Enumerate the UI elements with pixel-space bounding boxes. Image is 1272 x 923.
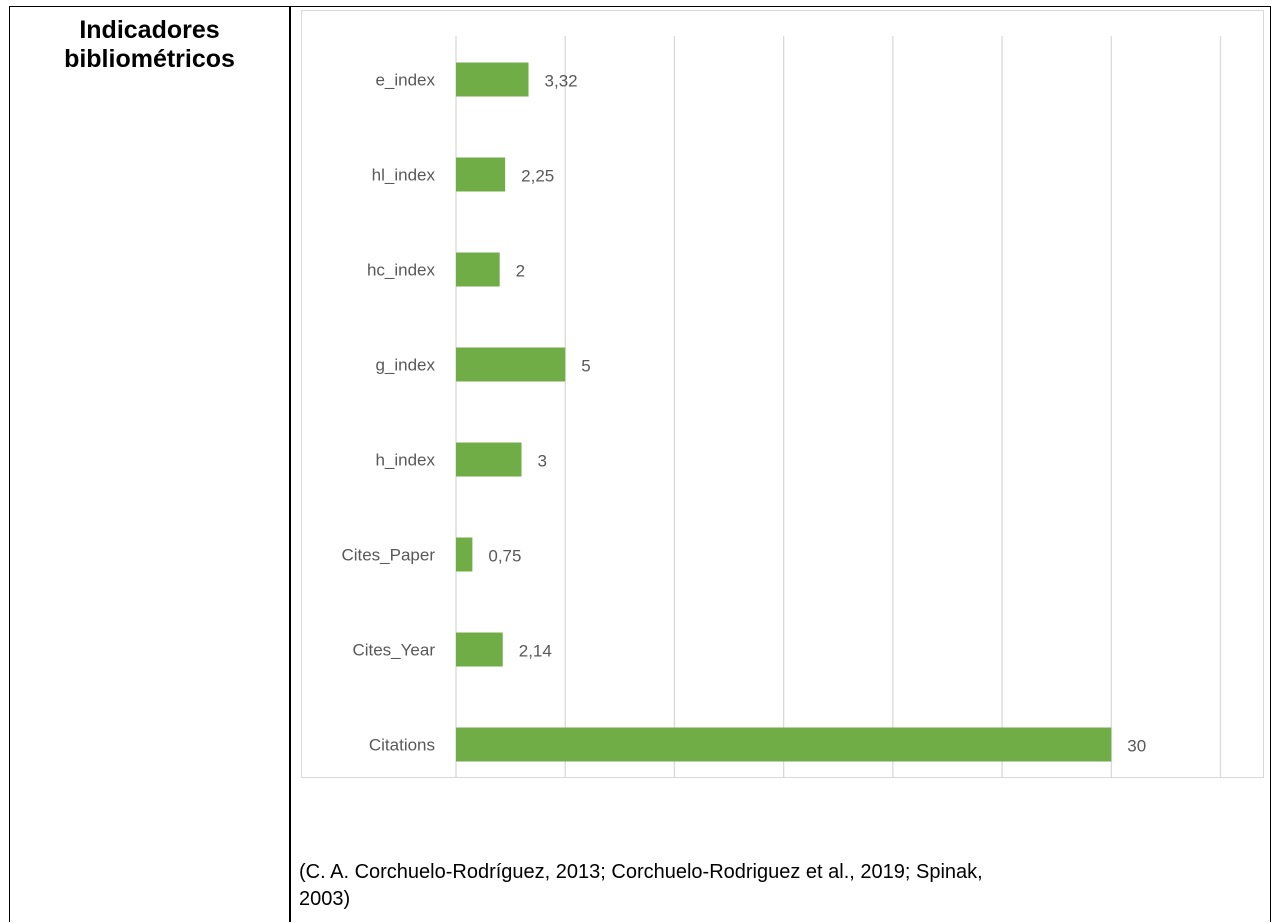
caption-line1: (C. A. Corchuelo-Rodríguez, 2013; Corchu… [299,861,983,883]
data-label: 2 [516,262,525,281]
category-label: Cites_Year [352,641,435,660]
bar [456,252,500,287]
bar [456,632,503,667]
category-label: h_index [375,451,435,470]
bar [456,157,506,192]
category-label: Cites_Paper [341,546,435,565]
bar [456,442,522,477]
category-label: e_index [375,71,435,90]
data-label: 2,14 [519,642,552,661]
category-label: hc_index [367,261,436,280]
bar [456,347,566,382]
data-label: 3,32 [545,72,578,91]
data-label: 30 [1127,737,1146,756]
table-frame [9,6,1271,922]
caption-line2: 2003) [299,888,351,910]
row-label-line2: bibliométricos [64,45,235,73]
bar [456,727,1112,762]
bar [456,62,529,97]
category-label: g_index [375,356,435,375]
category-label: hl_index [372,166,436,185]
bar-chart: 05101520253035e_index3,32hl_index2,25hc_… [341,36,1230,838]
column-divider [289,6,291,922]
data-label: 3 [538,452,547,471]
category-label: Citations [369,736,435,755]
row-label-line1: Indicadores [79,16,220,44]
row-label: Indicadores bibliométricos [9,16,290,74]
bar [456,537,473,572]
data-label: 5 [581,357,590,376]
chart-container: 05101520253035e_index3,32hl_index2,25hc_… [301,10,1264,838]
caption: (C. A. Corchuelo-Rodríguez, 2013; Corchu… [299,859,1259,913]
data-label: 2,25 [521,167,554,186]
data-label: 0,75 [488,547,521,566]
